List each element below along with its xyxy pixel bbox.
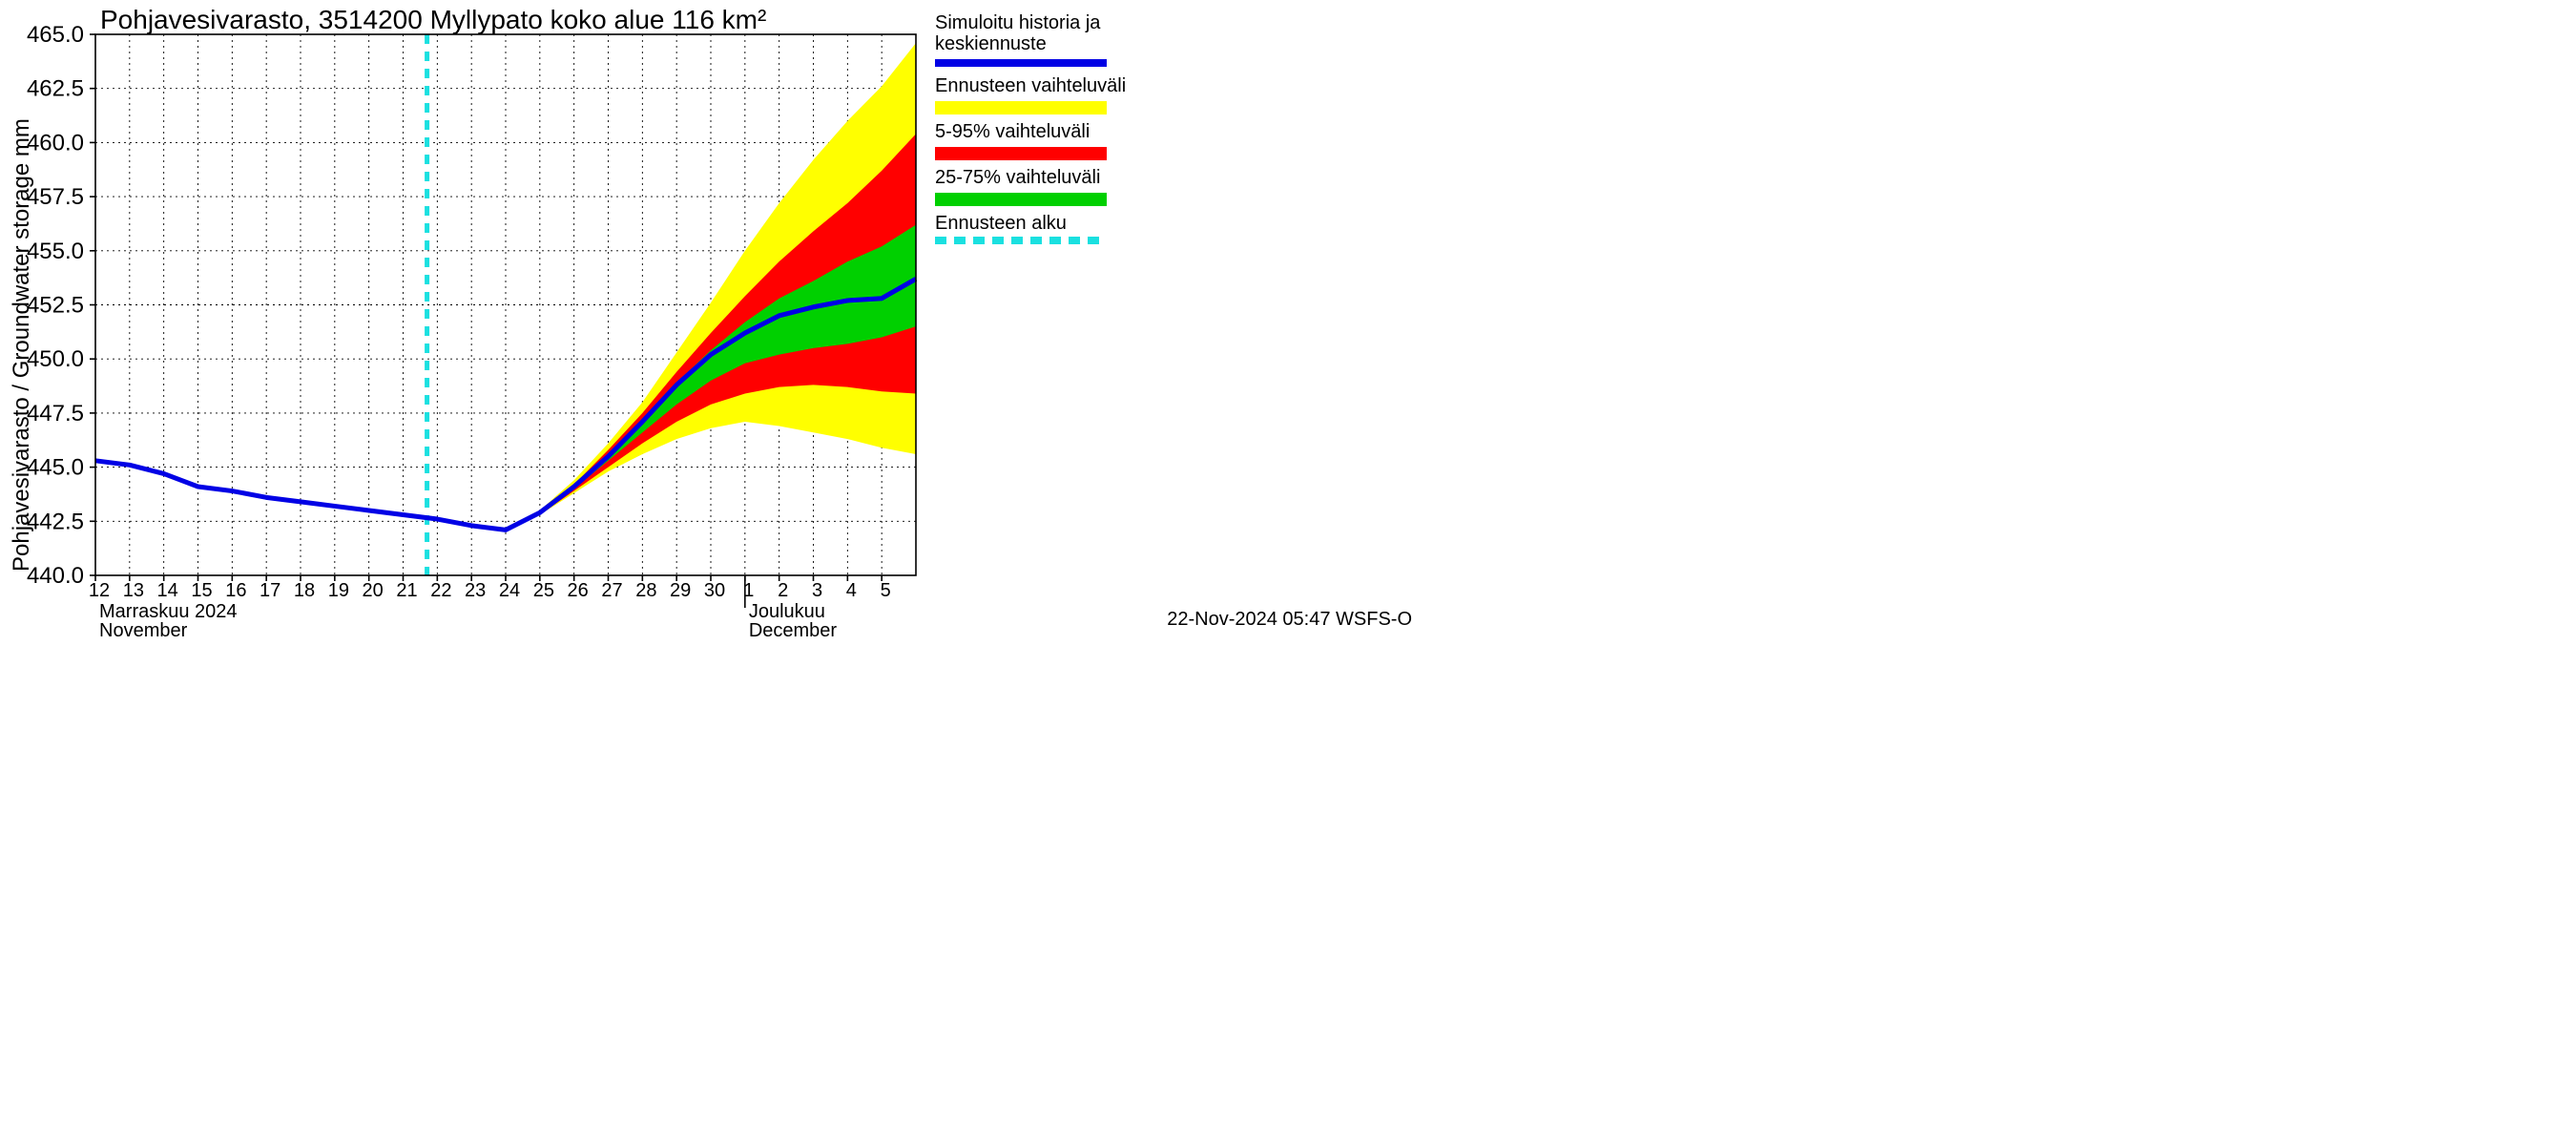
x-sub-label: Joulukuu [749,601,825,622]
x-tick-label: 2 [778,580,788,601]
x-tick-label: 26 [568,580,589,601]
x-tick-label: 27 [601,580,622,601]
y-tick-label: 447.5 [27,401,84,427]
legend-mid-l1: 5-95% vaihteluväli [935,121,1090,142]
x-tick-label: 21 [396,580,417,601]
x-tick-label: 15 [191,580,212,601]
legend-mid-swatch [935,147,1107,160]
x-sub-label: Marraskuu 2024 [99,601,238,622]
x-tick-label: 28 [635,580,656,601]
x-tick-label: 13 [123,580,144,601]
x-tick-label: 30 [704,580,725,601]
legend-outer-swatch [935,101,1107,114]
legend-median-l2: keskiennuste [935,33,1047,54]
legend-median-l1: Simuloitu historia ja [935,12,1101,33]
x-tick-label: 23 [465,580,486,601]
x-tick-label: 19 [328,580,349,601]
x-tick-label: 4 [846,580,857,601]
y-axis-label: Pohjavesivarasto / Groundwater storage m… [9,118,34,572]
legend-inner-l1: 25-75% vaihteluväli [935,167,1100,188]
y-tick-label: 455.0 [27,239,84,264]
x-tick-label: 25 [533,580,554,601]
y-tick-label: 457.5 [27,184,84,210]
x-tick-label: 12 [89,580,110,601]
x-tick-label: 20 [363,580,384,601]
x-tick-label: 16 [225,580,246,601]
x-tick-label: 14 [157,580,178,601]
x-tick-label: 17 [260,580,280,601]
y-tick-label: 465.0 [27,22,84,48]
x-tick-label: 24 [499,580,520,601]
legend-inner-swatch [935,193,1107,206]
x-tick-label: 18 [294,580,315,601]
legend-fstart-l1: Ennusteen alku [935,213,1067,234]
chart-title: Pohjavesivarasto, 3514200 Myllypato koko… [100,5,766,34]
y-tick-label: 442.5 [27,509,84,534]
x-tick-label: 5 [881,580,891,601]
x-tick-label: 3 [812,580,822,601]
y-tick-label: 452.5 [27,293,84,319]
y-tick-label: 462.5 [27,76,84,102]
y-tick-label: 450.0 [27,346,84,372]
x-tick-label: 22 [430,580,451,601]
y-tick-label: 460.0 [27,130,84,156]
x-tick-label: 29 [670,580,691,601]
groundwater-forecast-chart: 440.0 442.5 445.0 447.5 450.0 452.5 455.0 457.5… [0,0,1431,636]
x-sub-label: December [749,620,838,636]
legend-outer-l1: Ennusteen vaihteluväli [935,75,1126,96]
y-tick-label: 440.0 [27,563,84,589]
y-tick-label: 445.0 [27,455,84,481]
x-sub-label: November [99,620,188,636]
generation-timestamp: 22-Nov-2024 05:47 WSFS-O [1167,609,1412,630]
